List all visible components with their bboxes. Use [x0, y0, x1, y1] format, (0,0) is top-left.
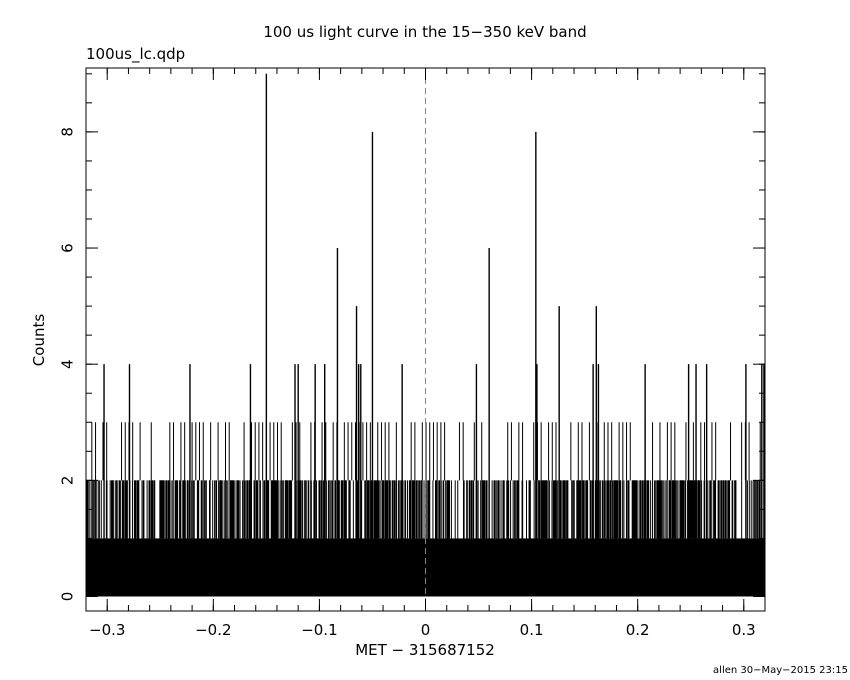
footer-stamp: allen 30−May−2015 23:15 [713, 665, 848, 676]
x-tick-label: 0 [421, 621, 431, 639]
x-axis-label: MET − 315687152 [355, 641, 495, 659]
x-tick-label: 0.3 [732, 621, 756, 639]
three-count-bins [91, 422, 761, 481]
histogram-bars [86, 73, 765, 597]
x-tick-label: −0.2 [195, 621, 231, 639]
y-tick-label: 2 [59, 476, 77, 486]
y-tick-label: 4 [59, 359, 77, 369]
y-tick-label: 0 [59, 592, 77, 602]
x-tick-label: −0.1 [301, 621, 337, 639]
y-axis-label: Counts [30, 314, 48, 367]
y-tick-label: 8 [59, 127, 77, 137]
axis-ticks [85, 68, 766, 611]
y-tick-label: 6 [59, 243, 77, 253]
x-tick-label: 0.1 [520, 621, 544, 639]
x-tick-label: 0.2 [626, 621, 650, 639]
x-tick-label: −0.3 [89, 621, 125, 639]
chart-title: 100 us light curve in the 15−350 keV ban… [263, 23, 586, 41]
baseline-fill [86, 538, 765, 597]
file-label: 100us_lc.qdp [86, 45, 185, 64]
axis-tick-labels: −0.3 −0.2 −0.1 0 0.1 0.2 0.3 0 2 4 6 8 [59, 127, 756, 639]
